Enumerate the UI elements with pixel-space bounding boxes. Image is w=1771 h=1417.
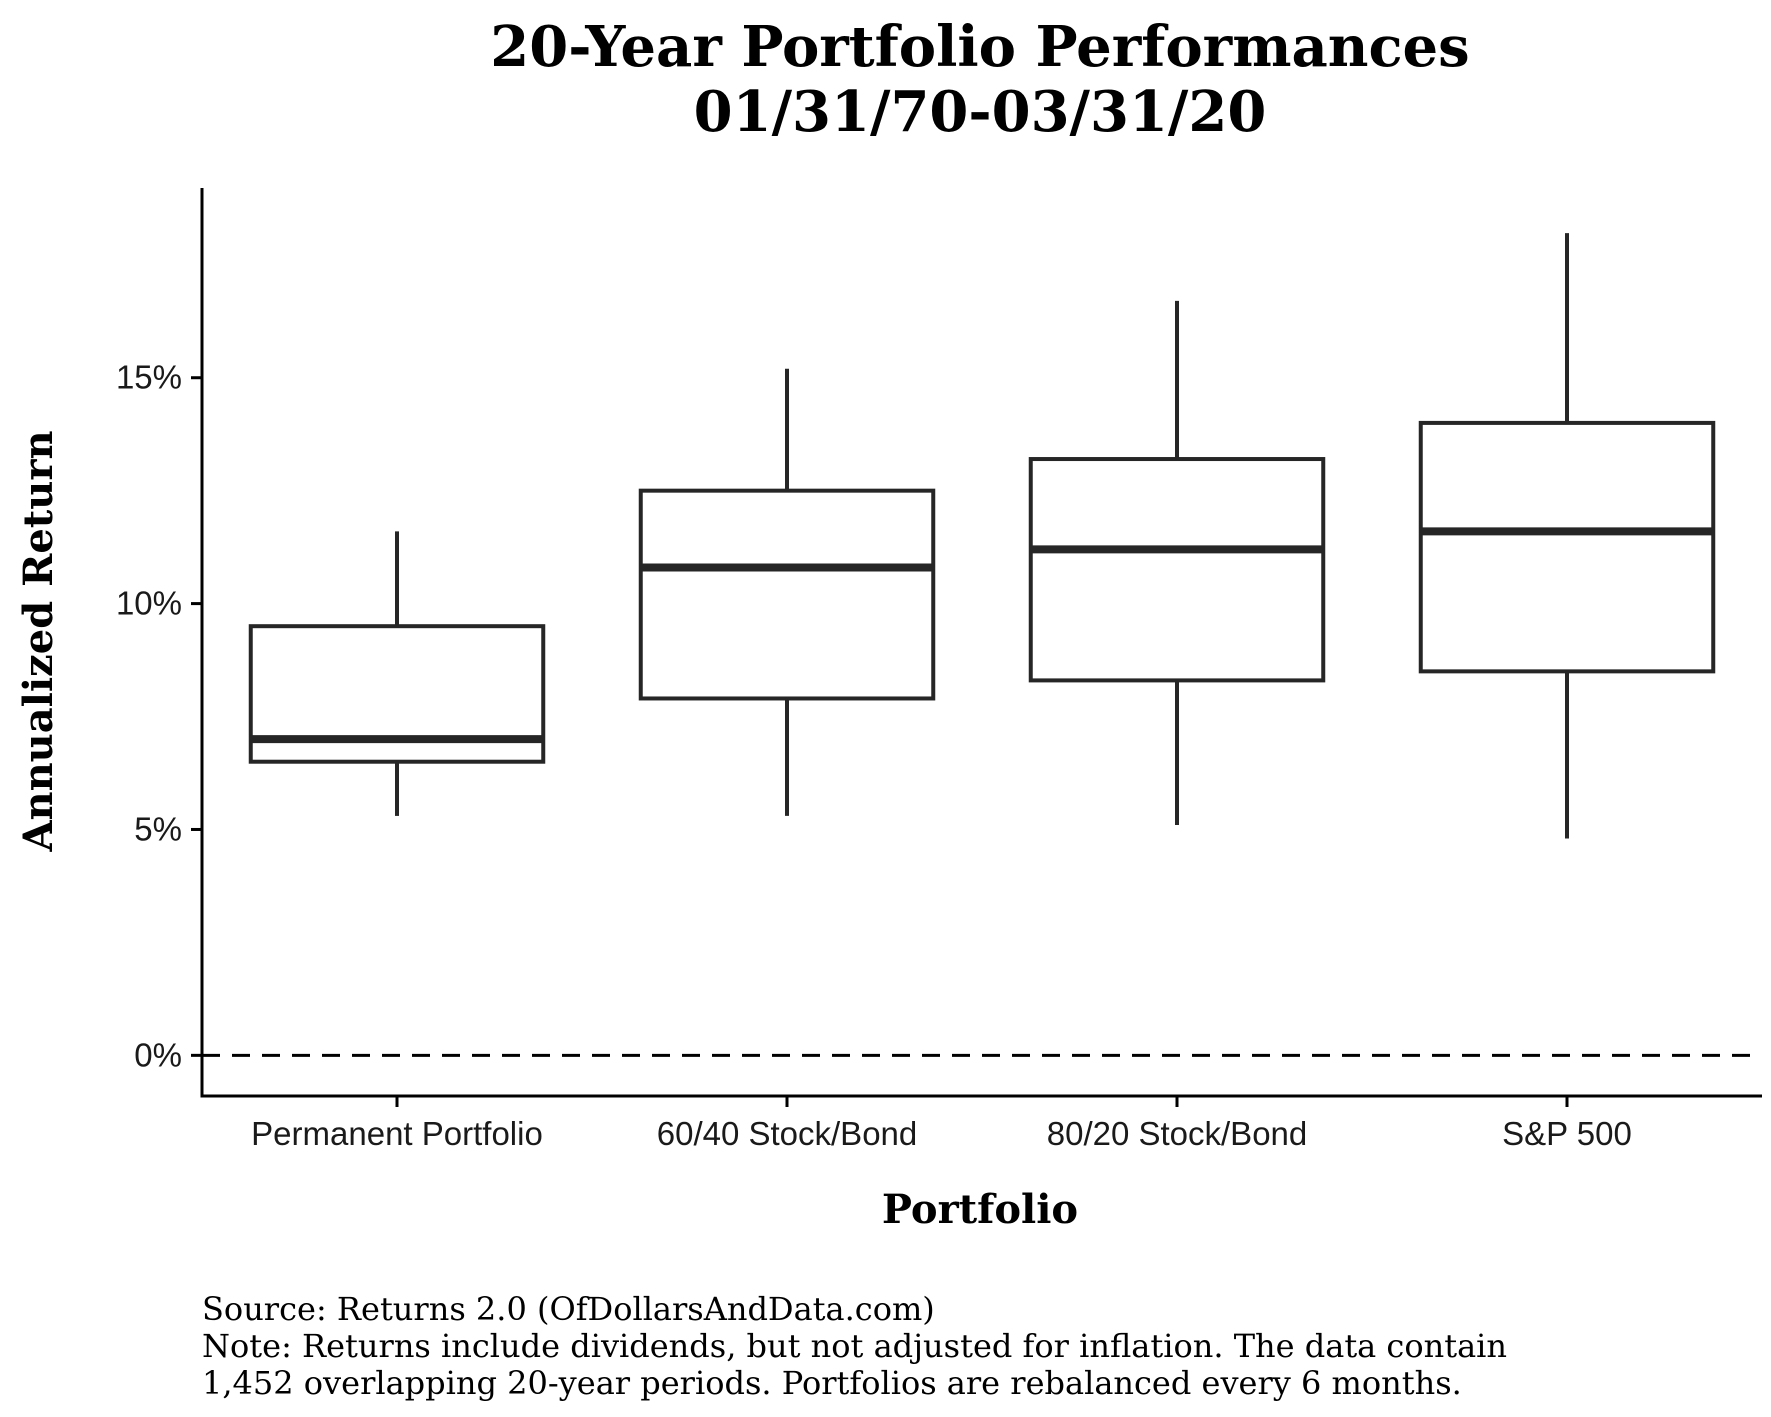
plot-area: 0% 5% 10% 15% Permanent Portfolio 60/40 Stock… — [116, 188, 1762, 1152]
y-tick-label: 10% — [116, 585, 182, 622]
y-tick-label: 5% — [134, 810, 182, 847]
x-tick-label: 80/20 Stock/Bond — [1047, 1115, 1308, 1152]
x-tick-label: 60/40 Stock/Bond — [657, 1115, 918, 1152]
caption-note-line-2: 1,452 overlapping 20-year periods. Portf… — [202, 1364, 1462, 1402]
x-tick-label: S&P 500 — [1502, 1115, 1632, 1152]
caption-note-line-1: Note: Returns include dividends, but not… — [202, 1327, 1507, 1365]
box-s-p-500 — [1418, 420, 1716, 674]
y-axis-title: Annualized Return — [15, 430, 62, 852]
chart-caption: Source: Returns 2.0 (OfDollarsAndData.co… — [202, 1290, 1507, 1402]
x-tick-label: Permanent Portfolio — [251, 1115, 543, 1152]
y-tick-label: 0% — [134, 1036, 182, 1073]
box-60-40-stock-bond — [638, 488, 936, 701]
caption-source: Source: Returns 2.0 (OfDollarsAndData.co… — [202, 1290, 935, 1328]
box-80-20-stock-bond — [1028, 457, 1326, 683]
x-axis-title: Portfolio — [882, 1186, 1078, 1233]
chart-subtitle: 01/31/70-03/31/20 — [694, 79, 1267, 145]
y-tick-label: 15% — [116, 359, 182, 396]
chart-title: 20-Year Portfolio Performances — [490, 14, 1469, 80]
